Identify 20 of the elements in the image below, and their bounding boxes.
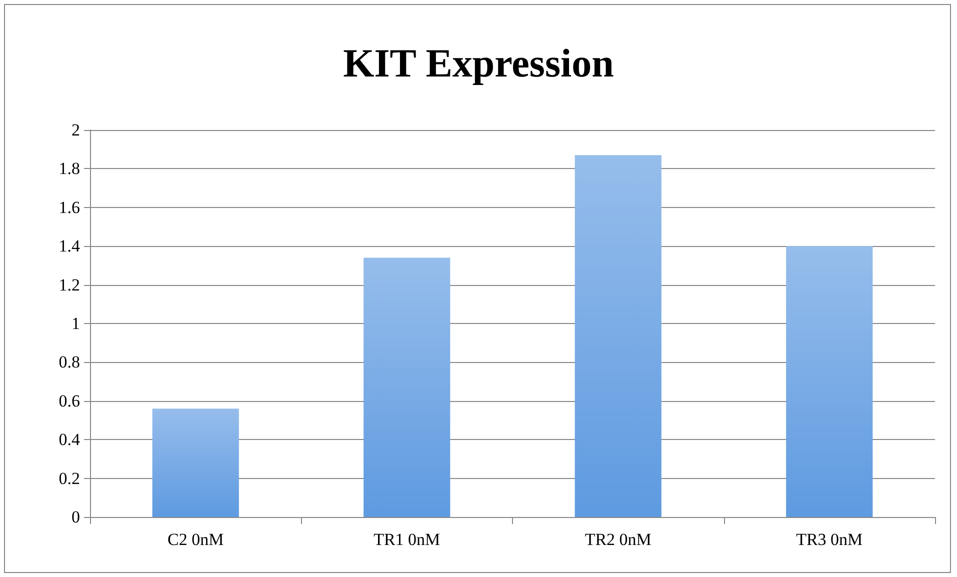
bar [152,408,239,517]
x-tick-label: C2 0nM [168,530,224,549]
x-tick-label: TR2 0nM [584,530,652,549]
x-tick-label: TR3 0nM [796,530,863,549]
y-tick-label: 1 [72,314,80,333]
bar [364,258,450,517]
y-tick-label: 0.4 [58,430,80,450]
y-tick-label: 1.6 [58,198,80,217]
y-tick-label: 0 [72,508,80,526]
y-tick-label: 1.8 [58,159,80,178]
x-tick-label: TR1 0nM [374,530,440,549]
y-tick-label: 1.4 [58,236,80,256]
chart-title: KIT Expression [343,40,614,86]
y-tick-label: 0.8 [58,352,80,372]
bar [786,246,873,517]
y-tick-label: 2 [72,120,80,140]
y-tick-label: 0.2 [58,468,80,488]
y-tick-label: 0.6 [58,391,80,410]
bar [574,155,662,517]
y-tick-label: 1.2 [58,275,80,294]
